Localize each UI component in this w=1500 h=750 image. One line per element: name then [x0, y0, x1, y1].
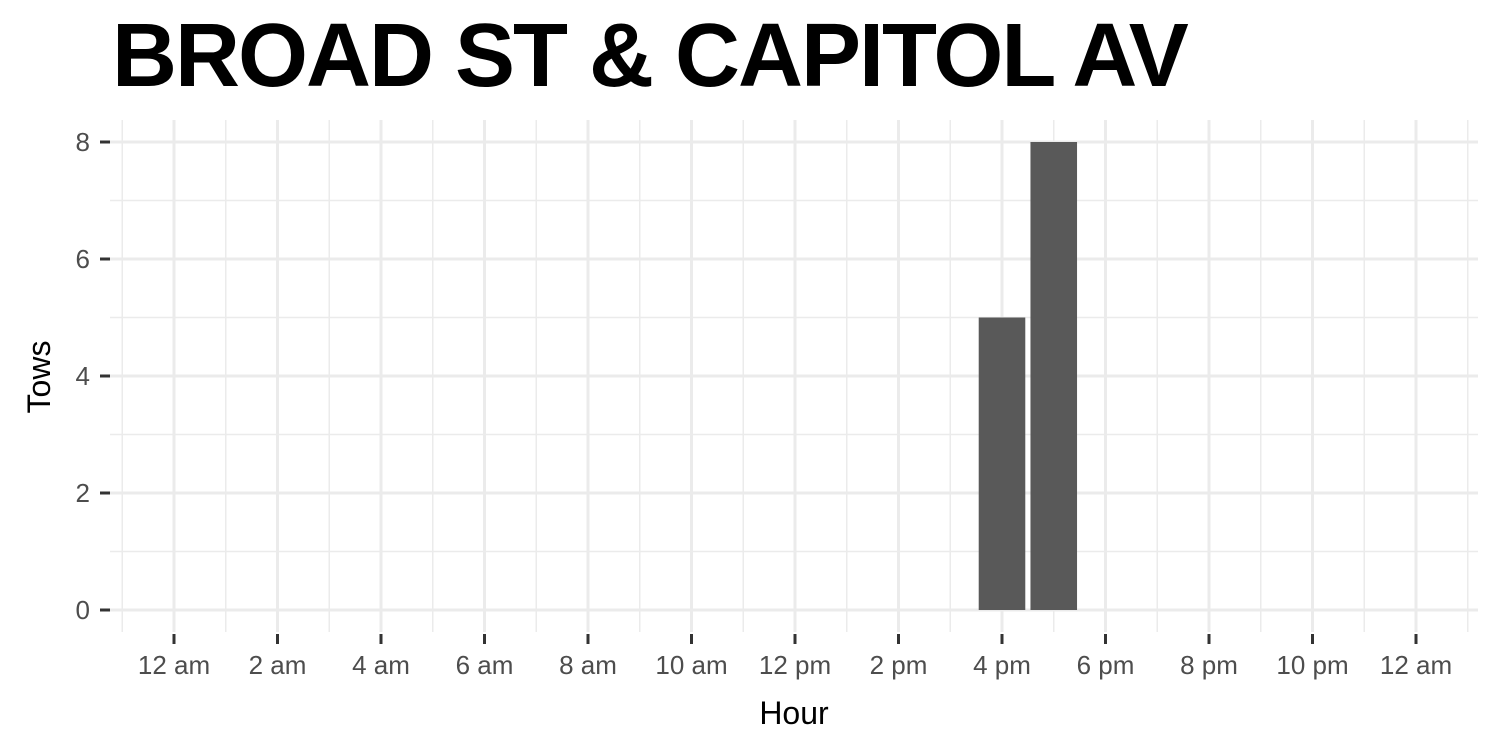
grid-lines — [110, 120, 1478, 632]
x-tick-label: 2 am — [249, 650, 307, 680]
x-tick-label: 12 pm — [759, 650, 831, 680]
x-tick-label: 8 pm — [1180, 650, 1238, 680]
y-tick-label: 8 — [76, 127, 90, 157]
y-tick-label: 0 — [76, 595, 90, 625]
y-tick-label: 6 — [76, 244, 90, 274]
bar-hour-17 — [1030, 142, 1078, 610]
x-tick-label: 10 am — [655, 650, 727, 680]
bars — [978, 142, 1078, 610]
y-tick-label: 2 — [76, 478, 90, 508]
x-tick-label: 4 am — [352, 650, 410, 680]
y-axis-title: Tows — [21, 341, 57, 414]
x-tick-label: 12 am — [138, 650, 210, 680]
x-axis-title: Hour — [759, 695, 829, 731]
x-tick-label: 12 am — [1380, 650, 1452, 680]
x-tick-label: 6 pm — [1077, 650, 1135, 680]
x-tick-label: 10 pm — [1276, 650, 1348, 680]
y-tick-label: 4 — [76, 361, 90, 391]
axes: 12 am 2 am 4 am 6 am 8 am 10 am 12 pm 2 pm 4 pm 6… — [76, 127, 1453, 680]
bar-hour-16 — [978, 317, 1026, 610]
x-tick-label: 2 pm — [870, 650, 928, 680]
chart-title: BROAD ST & CAPITOL AV — [112, 6, 1189, 106]
x-tick-label: 4 pm — [973, 650, 1031, 680]
x-tick-label: 6 am — [456, 650, 514, 680]
x-tick-label: 8 am — [559, 650, 617, 680]
